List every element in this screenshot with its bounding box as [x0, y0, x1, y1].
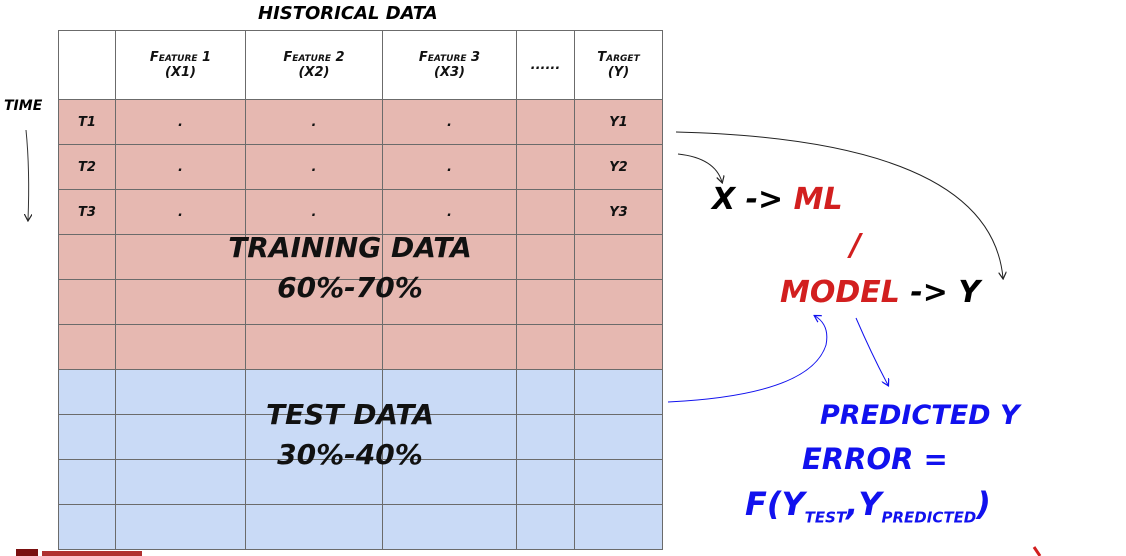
test-label: TEST DATA — [265, 398, 435, 431]
model-text: MODEL — [780, 275, 900, 310]
formula-f: F(Y — [745, 485, 805, 523]
cell: Y3 — [574, 189, 663, 235]
historical-data-table: Feature 1 (X1) Feature 2 (X2) Feature 3 … — [58, 30, 663, 550]
header-target: Target (Y) — [574, 30, 663, 100]
formula-comma: , — [846, 485, 859, 523]
corner-logo — [16, 549, 38, 556]
flow-output: MODEL -> Y — [780, 275, 980, 310]
table-row: T3... Y3 — [58, 189, 663, 235]
header-ellipsis: ...... — [516, 30, 575, 100]
formula-y: Y — [858, 485, 882, 523]
table-row: T1... Y1 — [58, 99, 663, 145]
diagram-title: HISTORICAL DATA — [258, 3, 438, 24]
formula-test: TEST — [804, 508, 847, 527]
error-formula: F(YTEST,YPREDICTED) — [745, 485, 991, 526]
training-percent: 60%-70% — [277, 271, 423, 304]
table-row: T2... Y2 — [58, 144, 663, 190]
training-data-label: TRAINING DATA 60%-70% — [200, 228, 500, 308]
y1-to-y-arrow — [675, 131, 1003, 278]
header-cell — [58, 30, 116, 100]
formula-predicted: PREDICTED — [881, 508, 977, 527]
cell: . — [115, 189, 246, 235]
flow-input: X -> ML — [712, 182, 843, 217]
slash: / — [850, 228, 861, 263]
red-mark — [1032, 546, 1042, 556]
y2-to-x-arrow — [677, 153, 722, 182]
test-percent: 30%-40% — [277, 438, 423, 471]
header-feature-2: Feature 2 (X2) — [245, 30, 383, 100]
test-data-label: TEST DATA 30%-40% — [200, 395, 500, 475]
cell: Y2 — [574, 144, 663, 190]
ml-text: ML — [793, 182, 843, 217]
formula-close: ) — [976, 485, 991, 523]
time-arrow — [26, 129, 29, 220]
cell: T1 — [58, 99, 116, 145]
cell: Y1 — [574, 99, 663, 145]
cell — [516, 99, 575, 145]
y-arrow: -> Y — [910, 275, 981, 310]
cell: . — [245, 189, 383, 235]
predicted-y: PREDICTED Y — [820, 400, 1020, 431]
time-label: TIME — [4, 98, 43, 114]
cell: . — [115, 144, 246, 190]
header-feature-3: Feature 3 (X3) — [382, 30, 517, 100]
training-label: TRAINING DATA — [228, 231, 472, 264]
cell: . — [245, 144, 383, 190]
cell: . — [382, 144, 517, 190]
table-header-row: Feature 1 (X1) Feature 2 (X2) Feature 3 … — [58, 30, 663, 100]
error-label: ERROR = — [802, 442, 948, 476]
cell: T3 — [58, 189, 116, 235]
cell: . — [382, 189, 517, 235]
x-arrow: X -> — [712, 182, 784, 217]
test-to-model-arrow — [667, 316, 828, 403]
cell: . — [382, 99, 517, 145]
cell: T2 — [58, 144, 116, 190]
cell: . — [115, 99, 246, 145]
model-to-predicted-arrow — [855, 317, 888, 385]
header-feature-1: Feature 1 (X1) — [115, 30, 246, 100]
